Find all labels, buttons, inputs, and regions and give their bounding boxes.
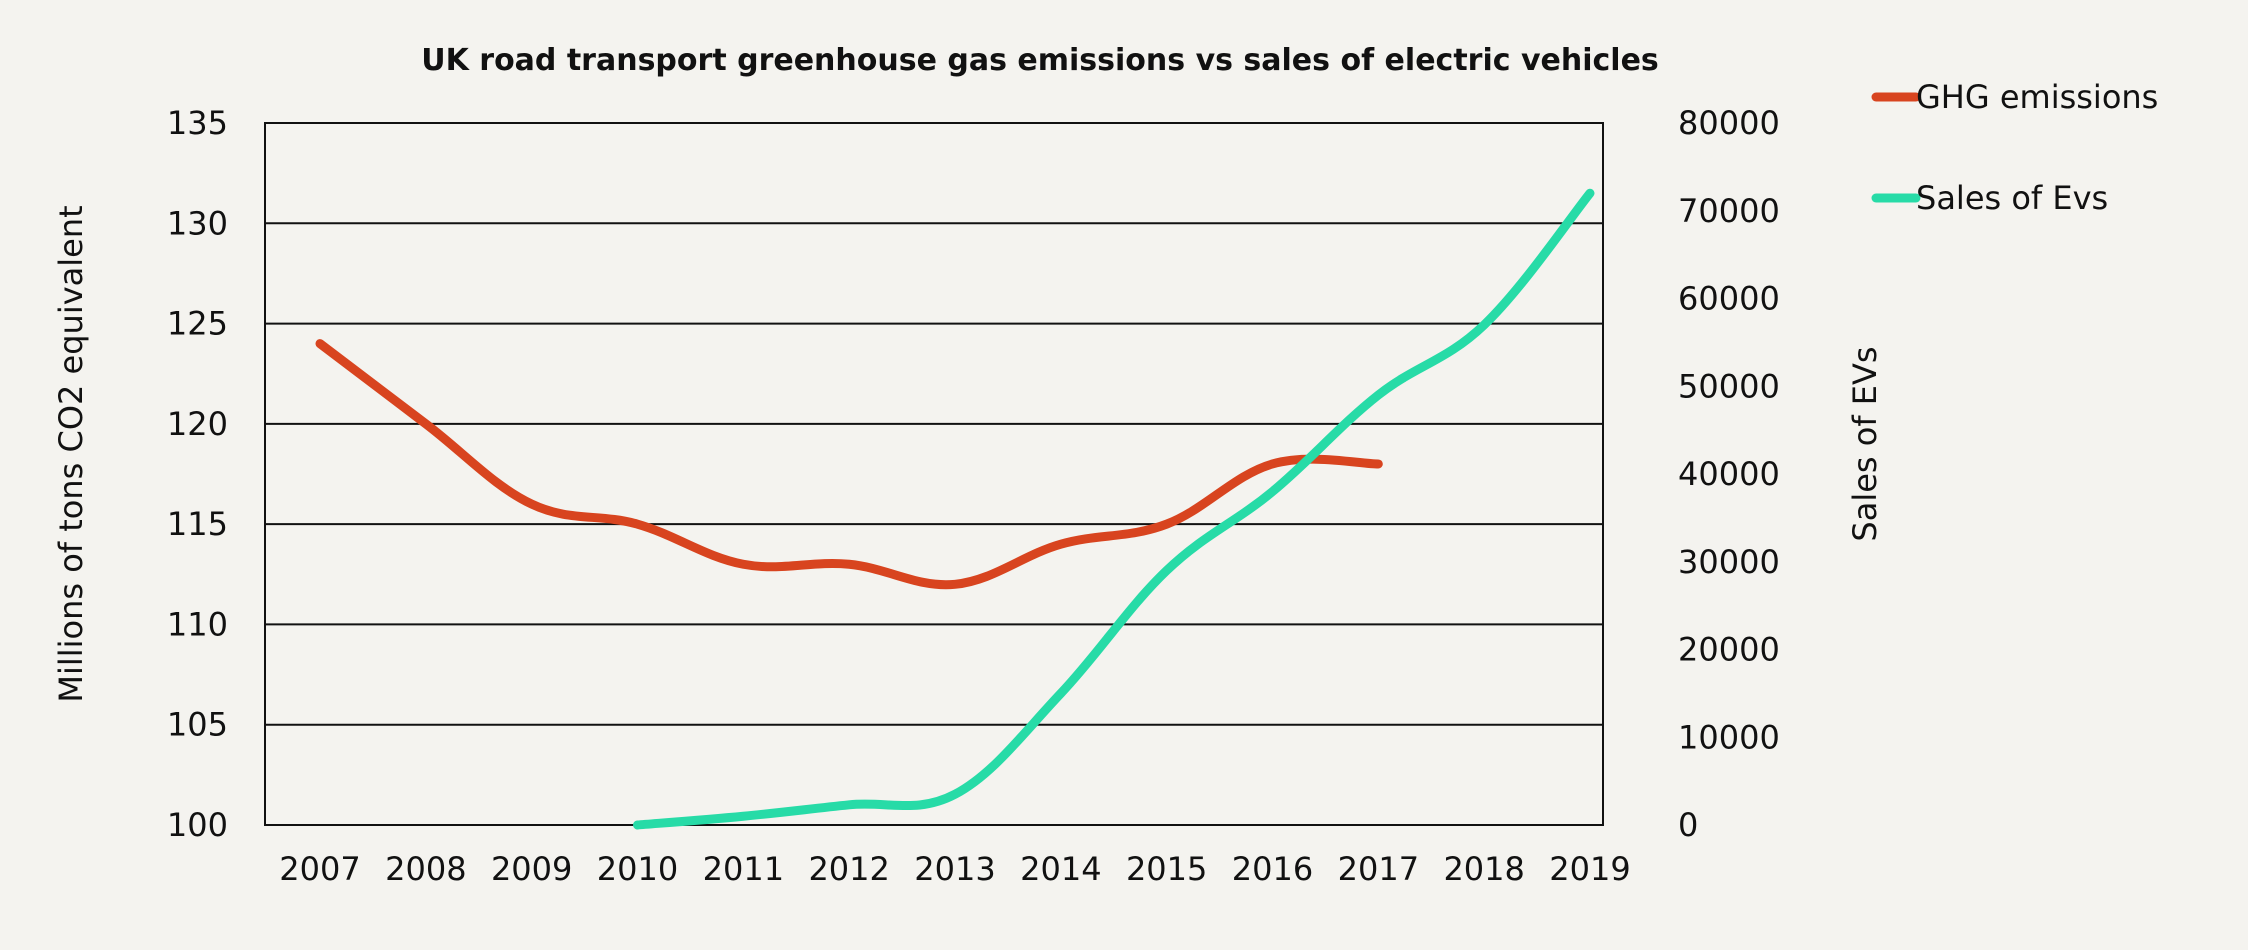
right-tick-label: 50000 (1678, 367, 1780, 405)
legend-label-ghg-emissions: GHG emissions (1916, 78, 2158, 116)
right-axis-ticks: 0 10000 20000 30000 40000 50000 60000 70000 8000… (1678, 104, 1780, 844)
legend: GHG emissions Sales of Evs (1871, 78, 2158, 217)
x-axis-ticks: 2007 2008 2009 2010 2011 2012 2013 2014 2015 2016… (279, 850, 1630, 888)
right-tick-label: 80000 (1678, 104, 1780, 142)
right-tick-label: 60000 (1678, 280, 1780, 318)
right-axis-label: Sales of EVs (1846, 346, 1884, 541)
x-tick-label: 2008 (385, 850, 466, 888)
left-tick-label: 100 (167, 806, 228, 844)
left-tick-label: 105 (167, 706, 228, 744)
right-tick-label: 70000 (1678, 192, 1780, 230)
right-tick-label: 30000 (1678, 543, 1780, 581)
series-line-ghg-emissions (315, 339, 1383, 590)
left-tick-label: 120 (167, 405, 228, 443)
series-line-sales-of-evs (633, 188, 1595, 830)
left-tick-label: 110 (167, 605, 228, 643)
right-tick-label: 10000 (1678, 718, 1780, 756)
right-tick-label: 40000 (1678, 455, 1780, 493)
x-tick-label: 2014 (1020, 850, 1101, 888)
x-tick-label: 2007 (279, 850, 360, 888)
x-tick-label: 2018 (1443, 850, 1524, 888)
x-tick-label: 2017 (1338, 850, 1419, 888)
plot-area (264, 122, 1604, 826)
x-tick-label: 2019 (1549, 850, 1630, 888)
x-tick-label: 2012 (808, 850, 889, 888)
left-tick-label: 115 (167, 505, 228, 543)
left-tick-label: 125 (167, 305, 228, 343)
right-tick-label: 20000 (1678, 631, 1780, 669)
legend-label-sales-of-evs: Sales of Evs (1916, 179, 2108, 217)
x-tick-label: 2010 (597, 850, 678, 888)
gridlines (265, 122, 1603, 826)
left-tick-label: 130 (167, 204, 228, 242)
right-tick-label: 0 (1678, 806, 1698, 844)
x-tick-label: 2013 (914, 850, 995, 888)
x-tick-label: 2015 (1126, 850, 1207, 888)
left-tick-label: 135 (167, 104, 228, 142)
x-tick-label: 2016 (1232, 850, 1313, 888)
left-axis-label: Millions of tons CO2 equivalent (52, 205, 90, 702)
series-lines (315, 188, 1595, 830)
x-tick-label: 2011 (703, 850, 784, 888)
left-axis-ticks: 100 105 110 115 120 125 130 135 (167, 104, 228, 844)
x-tick-label: 2009 (491, 850, 572, 888)
chart-title: UK road transport greenhouse gas emissio… (421, 43, 1659, 78)
